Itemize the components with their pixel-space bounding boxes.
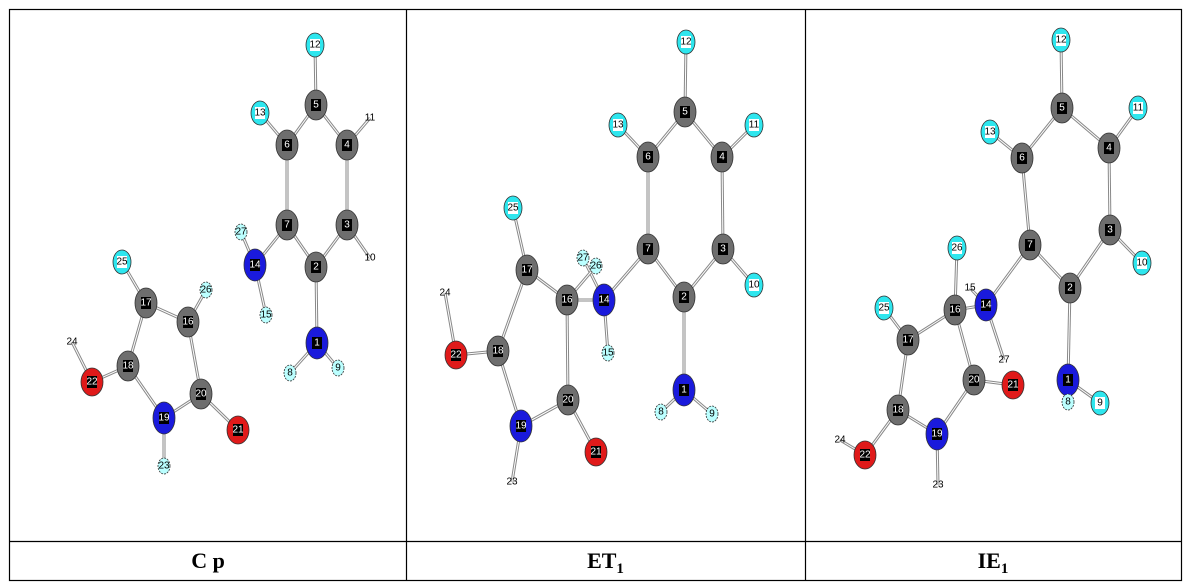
atom-label: 10	[748, 280, 760, 291]
atom-label: 25	[878, 303, 890, 314]
atom-label: 23	[932, 480, 944, 491]
atom-label: 9	[1097, 398, 1103, 409]
caption-main: ET	[587, 548, 617, 573]
atom-label: 20	[195, 389, 207, 400]
atom-label: 26	[200, 285, 212, 296]
atom-label: 13	[254, 108, 266, 119]
atom-label: 2	[681, 292, 687, 303]
caption-sub: 1	[616, 561, 624, 577]
atom-label: 8	[287, 368, 293, 379]
atom-label: 11	[749, 120, 760, 131]
atom-label: 3	[344, 220, 350, 231]
atom-label: 25	[507, 203, 519, 214]
atom-label: 14	[598, 295, 610, 306]
atom-label: 19	[515, 421, 527, 432]
atom-label: 4	[1106, 143, 1112, 154]
atom-label: 17	[902, 335, 914, 346]
atom-label: 10	[364, 253, 376, 264]
atom-label: 16	[949, 305, 961, 316]
caption: IE1	[978, 548, 1009, 577]
atom-label: 18	[892, 405, 904, 416]
atom-label: 9	[709, 409, 715, 420]
atom-label: 24	[66, 337, 78, 348]
atom-label: 12	[1055, 35, 1067, 46]
atom-label: 24	[834, 435, 846, 446]
atom-label: 1	[681, 385, 687, 396]
atom-label: 21	[232, 425, 244, 436]
atom-label: 5	[682, 107, 688, 118]
atom-label: 13	[612, 120, 624, 131]
atom-label: 4	[344, 140, 350, 151]
atom-label: 4	[719, 152, 725, 163]
atom-label: 19	[931, 429, 943, 440]
atom-label: 2	[313, 262, 319, 273]
atom-label: 6	[284, 140, 290, 151]
atom-label: 7	[284, 220, 290, 231]
atom-label: 8	[658, 407, 664, 418]
atom-label: 14	[980, 300, 992, 311]
atom-label: 18	[122, 361, 134, 372]
atom-label: 23	[506, 477, 518, 488]
atom-label: 6	[1019, 153, 1025, 164]
atom-label: 12	[680, 37, 692, 48]
atom-label: 6	[645, 152, 651, 163]
atom-label: 2	[1067, 283, 1073, 294]
atom-label: 11	[1133, 103, 1144, 114]
atom-label: 22	[859, 450, 871, 461]
caption-main: IE	[978, 548, 1001, 573]
atom-label: 17	[140, 298, 152, 309]
figure-table: 1234567891011121314151617181920212223242…	[0, 0, 1192, 583]
atom-label: 17	[521, 265, 533, 276]
atom-label: 25	[116, 257, 128, 268]
atom-label: 26	[590, 261, 602, 272]
atom-label: 21	[590, 447, 602, 458]
caption: C p	[191, 548, 225, 573]
atom-label: 26	[951, 243, 963, 254]
atom-label: 7	[1027, 240, 1033, 251]
atom-label: 22	[86, 377, 98, 388]
atom-label: 23	[158, 461, 170, 472]
atom-label: 1	[1065, 375, 1071, 386]
atom-label: 27	[577, 253, 589, 264]
atom-label: 9	[335, 363, 341, 374]
atom-label: 27	[998, 355, 1010, 366]
atom-label: 10	[1136, 258, 1148, 269]
atom-label: 19	[158, 413, 170, 424]
atom-label: 12	[309, 40, 321, 51]
atom-label: 8	[1065, 397, 1071, 408]
atom-label: 21	[1007, 380, 1019, 391]
caption-main: C p	[191, 548, 225, 573]
atom-label: 24	[439, 288, 451, 299]
atom-label: 16	[561, 295, 573, 306]
atom-label: 3	[1107, 225, 1113, 236]
caption: ET1	[587, 548, 624, 577]
atom-label: 15	[602, 348, 614, 359]
atom-label: 3	[720, 244, 726, 255]
atom-label: 22	[450, 350, 462, 361]
atom-label: 11	[365, 113, 376, 124]
molecule: 1234567891011121314151617181920212223242…	[439, 30, 763, 488]
atom-label: 15	[964, 283, 976, 294]
atom-label: 15	[260, 310, 272, 321]
caption-sub: 1	[1001, 561, 1009, 577]
atom-label: 14	[249, 260, 261, 271]
atom-label: 1	[314, 338, 320, 349]
atom-label: 7	[645, 244, 651, 255]
atom-label: 5	[313, 100, 319, 111]
atom-label: 13	[984, 127, 996, 138]
atom-label: 27	[235, 227, 247, 238]
atom-label: 18	[492, 346, 504, 357]
molecule: 1234567891011121314151617181920212223242…	[834, 28, 1151, 491]
atom-label: 20	[968, 375, 980, 386]
atom-label: 20	[562, 395, 574, 406]
atom-label: 5	[1059, 103, 1065, 114]
atom-label: 16	[182, 317, 194, 328]
